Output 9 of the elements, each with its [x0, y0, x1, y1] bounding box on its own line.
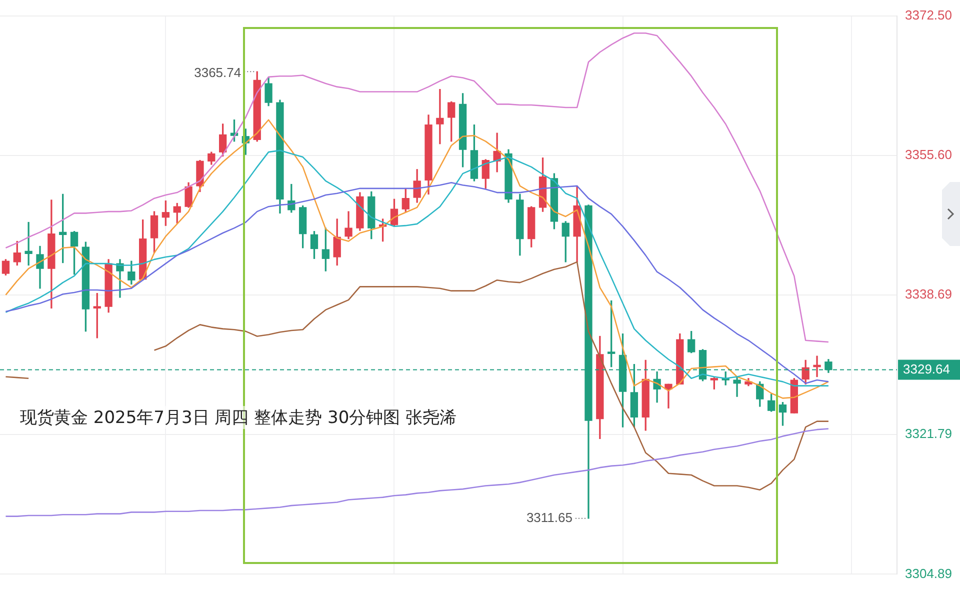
- ref-line-label: 3329.64: [903, 361, 950, 376]
- annotation: 3365.74: [194, 65, 242, 80]
- annotation: 3311.65: [526, 510, 572, 525]
- y-tick-label: 3321.79: [905, 426, 952, 442]
- y-tick-label: 3304.89: [905, 566, 952, 581]
- y-tick-label: 3355.60: [905, 146, 952, 162]
- y-tick-label: 3372.50: [905, 7, 952, 22]
- text: 现货黄金 2025年7月3日 周四 整体走势 30分钟图 张尧浠: [20, 406, 457, 429]
- y-tick-label: 3338.69: [905, 286, 952, 302]
